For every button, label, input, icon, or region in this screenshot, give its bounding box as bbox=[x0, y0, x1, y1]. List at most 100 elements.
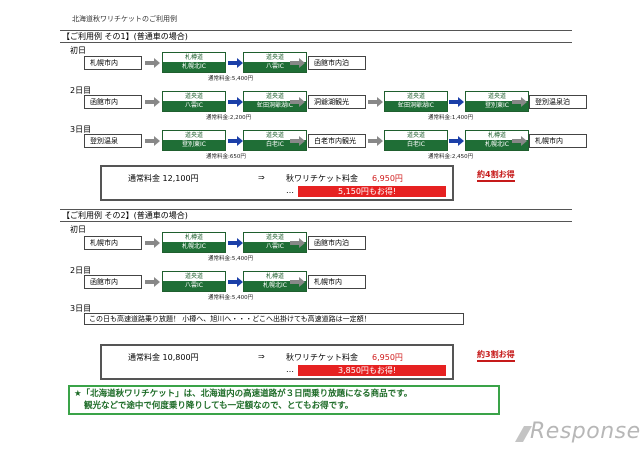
road-ic: 虻田洞爺湖IC bbox=[385, 101, 447, 111]
ex2-d1-start: 札幌市内 bbox=[84, 236, 142, 250]
road-name: 道央道 bbox=[244, 53, 306, 62]
road-ic: 登別東IC bbox=[163, 140, 225, 150]
ex1-d3-road1: 道央道 登別東IC bbox=[162, 130, 226, 151]
ex1-d1-fee: 通常料金:5,400円 bbox=[208, 76, 254, 82]
ex2-ticket-label: 秋ワリチケット料金 bbox=[286, 353, 358, 362]
ex1-d1-road2: 道央道 八雲IC bbox=[243, 52, 307, 73]
road-ic: 登別東IC bbox=[466, 101, 528, 111]
road-name: 道央道 bbox=[163, 131, 225, 140]
arrow-icon bbox=[228, 136, 243, 146]
road-ic: 札幌北IC bbox=[466, 140, 528, 150]
ex2-day3-label: 3日目 bbox=[70, 304, 92, 313]
road-ic: 八雲IC bbox=[163, 101, 225, 111]
road-name: 道央道 bbox=[163, 272, 225, 281]
ex2-d1-road1: 札樽道 札幌北IC bbox=[162, 232, 226, 253]
callout-line1: ★「北海道秋ワリチケット」は、北海道内の高速道路が３日間乗り放題になる商品です。 bbox=[74, 389, 413, 399]
ex1-d3-fee1: 通常料金:650円 bbox=[206, 154, 246, 160]
ex1-d1-start: 札幌市内 bbox=[84, 56, 142, 70]
ex1-d3-mid: 白老市内観光 bbox=[308, 134, 366, 148]
arrow-icon bbox=[145, 238, 160, 248]
ex2-normal-fee: 通常料金 10,800円 bbox=[128, 353, 199, 362]
logo-text: Response. bbox=[530, 419, 640, 444]
ex2-d1-fee: 通常料金:5,400円 bbox=[208, 256, 254, 262]
ex2-day1-label: 初日 bbox=[70, 225, 86, 234]
ex2-day3-note: この日も高速道路乗り放題！ 小樽へ、旭川へ・・・どこへ出掛けても高速道路は一定額… bbox=[84, 313, 464, 325]
ex1-d3-road2: 道央道 白老IC bbox=[243, 130, 307, 151]
arrow-icon bbox=[145, 97, 160, 107]
arrow-icon bbox=[290, 136, 305, 146]
ex1-day1-label: 初日 bbox=[70, 46, 86, 55]
arrow-icon bbox=[290, 277, 305, 287]
document-title: 北海道秋ワリチケットのご利用例 bbox=[72, 15, 177, 23]
road-name: 札樽道 bbox=[466, 131, 528, 140]
ex2-d2-end: 札幌市内 bbox=[308, 275, 366, 289]
road-ic: 八雲IC bbox=[244, 242, 306, 252]
ex2-d1-end: 函館市内泊 bbox=[308, 236, 366, 250]
road-name: 道央道 bbox=[385, 131, 447, 140]
example2-heading: 【ご利用例 その2】(普通車の場合) bbox=[60, 209, 572, 222]
road-name: 道央道 bbox=[466, 92, 528, 101]
road-name: 札樽道 bbox=[163, 53, 225, 62]
road-name: 道央道 bbox=[163, 92, 225, 101]
ex1-d2-road2: 道央道 虻田洞爺湖IC bbox=[243, 91, 307, 112]
road-name: 道央道 bbox=[385, 92, 447, 101]
ex2-d1-road2: 道央道 八雲IC bbox=[243, 232, 307, 253]
ex1-d3-fee2: 通常料金:2,450円 bbox=[428, 154, 474, 160]
ex2-day2-label: 2日目 bbox=[70, 266, 92, 275]
road-ic: 札幌北IC bbox=[163, 62, 225, 72]
ex1-arrow: ⇒ bbox=[258, 173, 265, 182]
arrow-icon bbox=[228, 277, 243, 287]
ex2-summary-panel: 通常料金 10,800円 ⇒ 秋ワリチケット料金 6,950円 … 3,850円… bbox=[100, 344, 454, 380]
arrow-icon bbox=[228, 97, 243, 107]
ex2-d2-road1: 道央道 八雲IC bbox=[162, 271, 226, 292]
ex2-d2-fee: 通常料金:5,400円 bbox=[208, 295, 254, 301]
ex1-d2-fee2: 通常料金:1,400円 bbox=[428, 115, 474, 121]
road-ic: 八雲IC bbox=[163, 281, 225, 291]
ex2-d2-start: 函館市内 bbox=[84, 275, 142, 289]
ex1-d2-end: 登別温泉泊 bbox=[529, 95, 587, 109]
arrow-icon bbox=[449, 97, 464, 107]
ex2-badge: 約3割お得 bbox=[477, 349, 515, 362]
arrow-icon bbox=[449, 136, 464, 146]
ex1-d1-road1: 札樽道 札幌北IC bbox=[162, 52, 226, 73]
ex1-d3-end: 札幌市内 bbox=[529, 134, 587, 148]
ex2-ticket-price: 6,950円 bbox=[372, 353, 403, 362]
ex1-d3-start: 登別温泉 bbox=[84, 134, 142, 148]
ex1-d1-end: 函館市内泊 bbox=[308, 56, 366, 70]
ex1-d2-fee1: 通常料金:2,200円 bbox=[206, 115, 252, 121]
arrow-icon bbox=[290, 238, 305, 248]
ex1-d2-road1: 道央道 八雲IC bbox=[162, 91, 226, 112]
arrow-icon bbox=[145, 277, 160, 287]
road-ic: 札幌北IC bbox=[244, 281, 306, 291]
arrow-icon bbox=[368, 97, 383, 107]
ex1-d2-start: 函館市内 bbox=[84, 95, 142, 109]
road-name: 道央道 bbox=[244, 131, 306, 140]
road-ic: 八雲IC bbox=[244, 62, 306, 72]
callout-line2: 観光などで途中で何度乗り降りしても一定額なので、とてもお得です。 bbox=[84, 401, 354, 411]
road-ic: 白老IC bbox=[244, 140, 306, 150]
arrow-icon bbox=[228, 238, 243, 248]
ex1-d3-road3: 道央道 白老IC bbox=[384, 130, 448, 151]
ex2-d2-road2: 札樽道 札幌北IC bbox=[243, 271, 307, 292]
ex1-savings: 5,150円もお得! bbox=[298, 186, 446, 197]
arrow-icon bbox=[228, 58, 243, 68]
ex1-ticket-price: 6,950円 bbox=[372, 174, 403, 183]
arrow-icon bbox=[290, 97, 305, 107]
ex2-dots: … bbox=[286, 365, 294, 374]
ex1-day2-label: 2日目 bbox=[70, 86, 92, 95]
ex1-normal-fee: 通常料金 12,100円 bbox=[128, 174, 199, 183]
ex1-d2-road3: 道央道 虻田洞爺湖IC bbox=[384, 91, 448, 112]
arrow-icon bbox=[368, 136, 383, 146]
response-logo: Response. bbox=[512, 419, 640, 447]
road-name: 道央道 bbox=[244, 233, 306, 242]
ex1-badge: 約4割お得 bbox=[477, 169, 515, 182]
ex1-dots: … bbox=[286, 186, 294, 195]
arrow-icon bbox=[290, 58, 305, 68]
road-name: 札樽道 bbox=[244, 272, 306, 281]
ex1-ticket-label: 秋ワリチケット料金 bbox=[286, 174, 358, 183]
ex1-day3-label: 3日目 bbox=[70, 125, 92, 134]
product-callout: ★「北海道秋ワリチケット」は、北海道内の高速道路が３日間乗り放題になる商品です。… bbox=[68, 385, 500, 415]
arrow-icon bbox=[145, 58, 160, 68]
road-name: 札樽道 bbox=[163, 233, 225, 242]
logo-mark-icon bbox=[515, 426, 532, 442]
